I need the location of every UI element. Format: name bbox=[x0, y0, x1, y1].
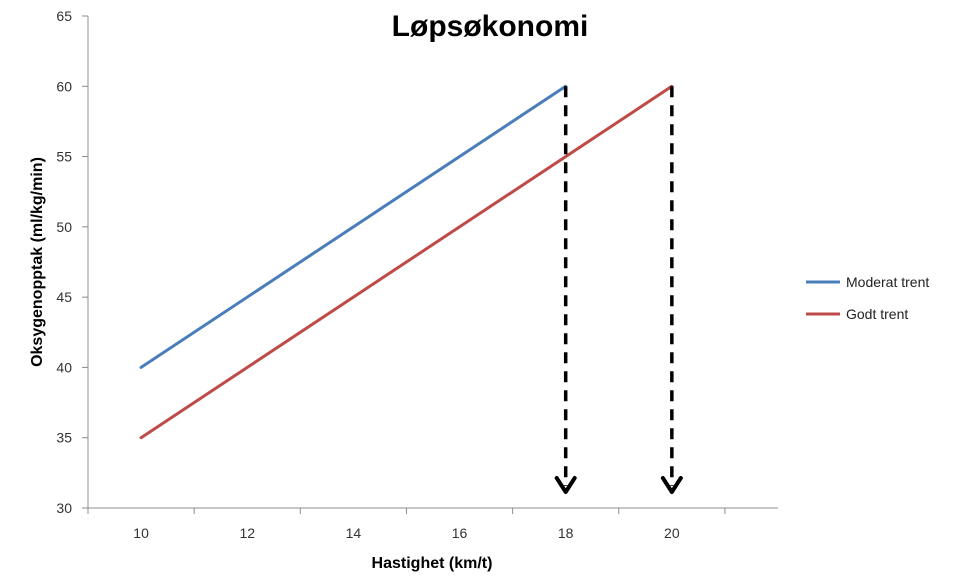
legend-label-1: Moderat trent bbox=[846, 274, 929, 290]
y-tick-label: 40 bbox=[56, 359, 72, 375]
y-tick-label: 60 bbox=[56, 78, 72, 94]
series-line-1 bbox=[139, 84, 568, 369]
x-tick-label: 16 bbox=[452, 525, 468, 541]
legend: Moderat trent Godt trent bbox=[806, 274, 929, 322]
y-tick-label: 45 bbox=[56, 289, 72, 305]
x-tick-label: 20 bbox=[664, 525, 680, 541]
x-tick-label: 14 bbox=[346, 525, 362, 541]
y-axis-label: Oksygenopptak (ml/kg/min) bbox=[29, 157, 46, 367]
x-ticks: 10 12 14 16 18 20 bbox=[87, 508, 726, 541]
series-group bbox=[139, 84, 674, 440]
x-tick-label: 12 bbox=[239, 525, 255, 541]
y-tick-label: 65 bbox=[56, 8, 72, 24]
y-tick-label: 35 bbox=[56, 430, 72, 446]
chart-title: Løpsøkonomi bbox=[392, 10, 589, 43]
y-tick-label: 50 bbox=[56, 219, 72, 235]
arrow-head-2 bbox=[660, 476, 683, 494]
x-tick-label: 18 bbox=[558, 525, 574, 541]
axes bbox=[87, 16, 778, 509]
y-tick-label: 55 bbox=[56, 149, 72, 165]
arrow-head-1 bbox=[554, 476, 577, 494]
x-axis-label: Hastighet (km/t) bbox=[372, 555, 493, 572]
annotations bbox=[554, 86, 683, 494]
x-tick-label: 10 bbox=[133, 525, 149, 541]
series-line-2 bbox=[139, 84, 674, 440]
y-ticks: 30 35 40 45 50 55 60 65 bbox=[56, 8, 88, 516]
y-tick-label: 30 bbox=[56, 500, 72, 516]
legend-label-2: Godt trent bbox=[846, 306, 908, 322]
